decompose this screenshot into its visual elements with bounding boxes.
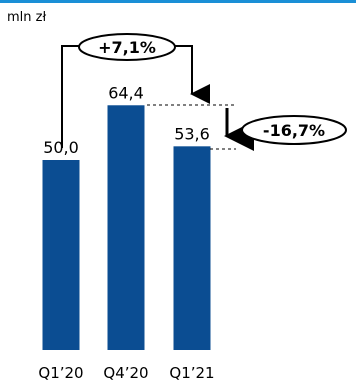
decline-badge (241, 115, 347, 145)
bar-3 (173, 146, 211, 350)
growth-badge-label: +7,1% (98, 38, 156, 57)
ticks-layer: Q1’20 Q4’20 Q1’21 (38, 364, 214, 382)
value-label-3: 53,6 (174, 124, 210, 143)
bar-2 (107, 105, 145, 350)
bars-layer (42, 105, 211, 350)
category-label-2: Q4’20 (103, 364, 148, 382)
decline-badge-label: -16,7% (263, 121, 325, 140)
value-label-2: 64,4 (108, 83, 144, 102)
category-label-3: Q1’21 (169, 364, 214, 382)
unit-label: mln zł (7, 10, 47, 25)
bar-1 (42, 160, 80, 350)
category-label-1: Q1’20 (38, 364, 83, 382)
top-rule (0, 0, 356, 3)
growth-badge (78, 33, 176, 61)
